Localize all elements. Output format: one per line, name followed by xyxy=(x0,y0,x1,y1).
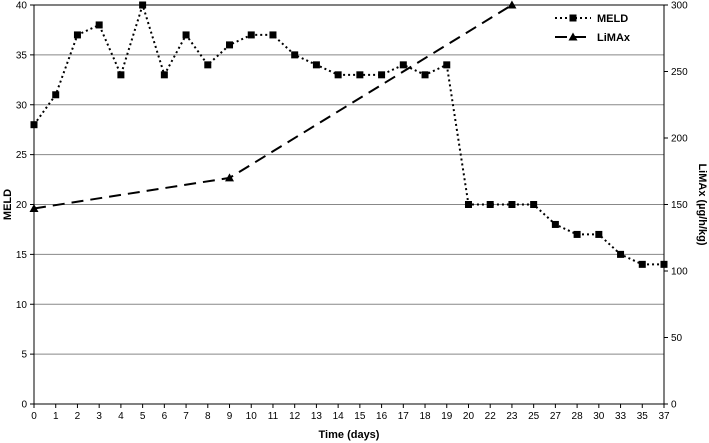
left-y-tick-label: 10 xyxy=(16,300,28,311)
meld-data-point xyxy=(182,31,190,39)
right-y-axis-ticks: 0 50 100 150 200 250 300 xyxy=(664,1,688,411)
limax-data-point xyxy=(225,173,235,182)
right-y-tick-label: 300 xyxy=(671,1,688,12)
x-tick-label: 1 xyxy=(53,411,59,422)
limax-data-point xyxy=(507,0,517,9)
left-y-tick-label: 25 xyxy=(16,150,28,161)
x-axis-ticks: 0 1 2 3 4 5 6 7 8 9 10 11 12 13 14 15 16 17 18 19 20 22 23 25 27… xyxy=(31,404,670,422)
meld-data-point xyxy=(117,71,125,79)
left-y-tick-label: 20 xyxy=(16,200,28,211)
x-tick-label: 30 xyxy=(593,411,605,422)
x-tick-label: 4 xyxy=(118,411,124,422)
x-tick-label: 18 xyxy=(419,411,431,422)
meld-data-point xyxy=(291,51,299,59)
meld-data-point xyxy=(52,91,60,99)
left-y-axis-title: MELD xyxy=(2,189,14,220)
x-tick-label: 17 xyxy=(398,411,410,422)
meld-data-point xyxy=(399,61,407,69)
meld-data-point xyxy=(421,71,429,79)
right-y-axis-title: LiMAx (µg/h/kg) xyxy=(696,163,708,245)
meld-data-point xyxy=(139,1,147,9)
x-tick-label: 2 xyxy=(75,411,81,422)
meld-data-point xyxy=(617,250,625,258)
meld-data-point xyxy=(464,201,472,208)
meld-data-point xyxy=(269,31,277,39)
x-tick-label: 5 xyxy=(140,411,146,422)
x-tick-label: 0 xyxy=(31,411,37,422)
meld-data-point xyxy=(30,121,38,129)
meld-data-point xyxy=(356,71,364,79)
x-tick-label: 6 xyxy=(162,411,168,422)
meld-data-point xyxy=(160,71,168,79)
x-tick-label: 19 xyxy=(441,411,453,422)
left-y-tick-label: 40 xyxy=(16,1,28,12)
x-tick-label: 15 xyxy=(354,411,366,422)
x-tick-label: 13 xyxy=(311,411,323,422)
right-y-tick-label: 250 xyxy=(671,67,688,78)
legend-meld-marker xyxy=(569,14,577,22)
left-y-tick-label: 30 xyxy=(16,100,28,111)
x-tick-label: 27 xyxy=(550,411,562,422)
x-tick-label: 7 xyxy=(183,411,189,422)
x-tick-label: 14 xyxy=(333,411,345,422)
meld-data-point xyxy=(638,260,646,268)
x-tick-label: 16 xyxy=(376,411,388,422)
meld-data-point xyxy=(530,201,538,208)
x-axis-title: Time (days) xyxy=(319,429,380,441)
meld-data-point xyxy=(204,61,212,69)
x-tick-label: 8 xyxy=(205,411,211,422)
meld-data-point xyxy=(660,260,668,268)
meld-data-point xyxy=(247,31,255,39)
x-tick-label: 23 xyxy=(506,411,518,422)
right-y-tick-label: 150 xyxy=(671,200,688,211)
x-tick-label: 20 xyxy=(463,411,475,422)
meld-data-point xyxy=(334,71,342,79)
x-tick-label: 3 xyxy=(96,411,102,422)
right-y-tick-label: 200 xyxy=(671,134,688,145)
limax-data-point xyxy=(29,203,39,212)
meld-data-point xyxy=(95,21,103,29)
x-tick-label: 10 xyxy=(246,411,258,422)
series-layer xyxy=(29,0,668,268)
right-y-tick-label: 0 xyxy=(671,400,677,411)
meld-data-point xyxy=(508,201,516,208)
x-tick-label: 11 xyxy=(268,411,279,422)
legend-meld-label: MELD xyxy=(597,13,628,25)
meld-series-line xyxy=(33,1,664,266)
left-y-tick-label: 0 xyxy=(21,400,27,411)
meld-data-point xyxy=(551,220,559,228)
x-tick-label: 25 xyxy=(528,411,540,422)
meld-data-point xyxy=(73,31,81,39)
legend-limax-marker xyxy=(568,32,578,41)
meld-data-point xyxy=(312,61,320,69)
left-y-tick-label: 35 xyxy=(16,50,28,61)
meld-data-point xyxy=(226,41,234,49)
x-tick-label: 35 xyxy=(637,411,649,422)
meld-data-point xyxy=(443,61,451,69)
gridlines xyxy=(34,54,664,355)
x-tick-label: 28 xyxy=(572,411,584,422)
meld-data-point xyxy=(595,230,603,238)
x-tick-label: 22 xyxy=(485,411,497,422)
legend-limax-label: LiMAx xyxy=(597,32,631,44)
right-y-tick-label: 100 xyxy=(671,267,688,278)
left-y-tick-label: 15 xyxy=(16,250,28,261)
x-tick-label: 33 xyxy=(615,411,627,422)
x-tick-label: 37 xyxy=(658,411,670,422)
left-y-axis-ticks: 0 5 10 15 20 25 30 35 40 xyxy=(16,1,34,411)
right-y-tick-label: 50 xyxy=(671,333,683,344)
meld-data-point xyxy=(573,230,581,238)
meld-data-point xyxy=(486,201,494,208)
x-tick-label: 12 xyxy=(289,411,301,422)
legend: MELD LiMAx xyxy=(555,13,631,44)
x-tick-label: 9 xyxy=(227,411,233,422)
left-y-tick-label: 5 xyxy=(21,350,27,361)
meld-data-point xyxy=(378,71,386,79)
